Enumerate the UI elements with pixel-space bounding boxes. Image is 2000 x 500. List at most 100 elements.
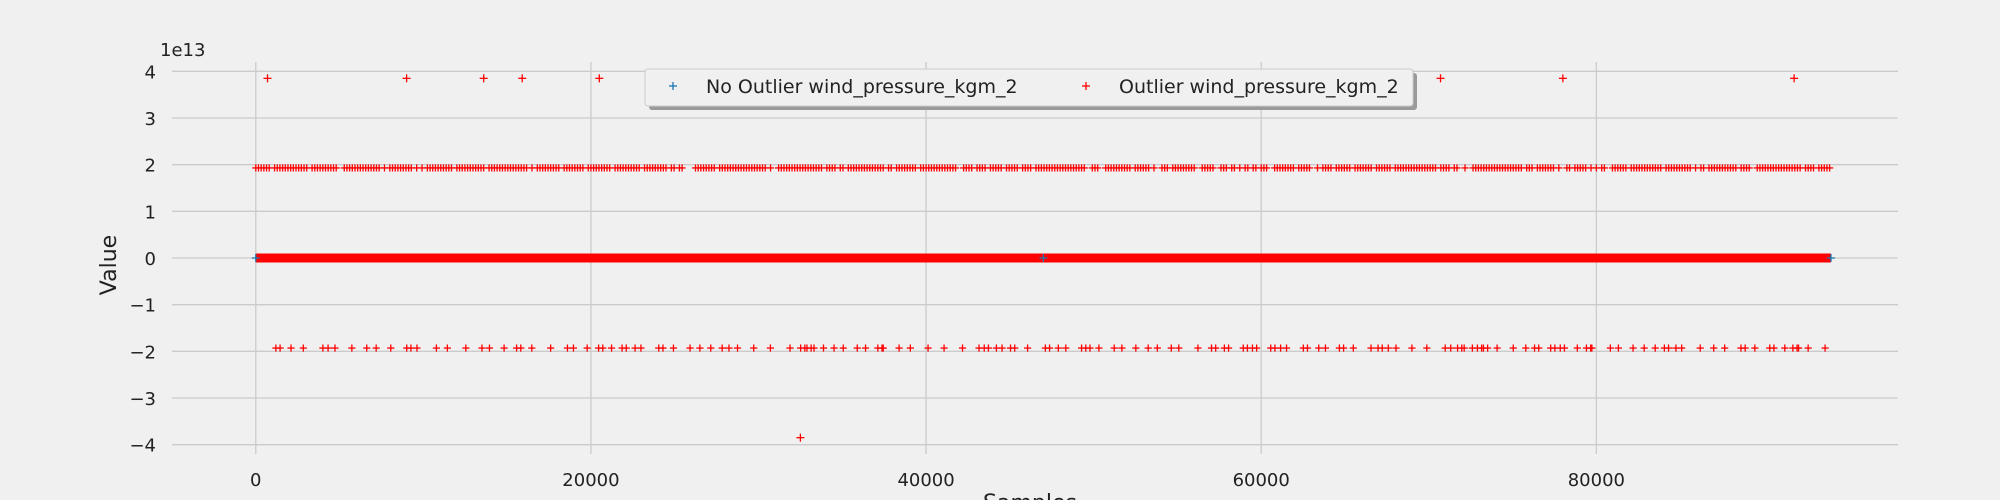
outlier-point bbox=[1721, 344, 1729, 352]
outlier-point bbox=[1710, 344, 1718, 352]
outlier-point bbox=[707, 344, 715, 352]
outlier-point bbox=[1011, 344, 1019, 352]
y-tick-label: 4 bbox=[145, 62, 156, 83]
legend-label-outlier: Outlier wind_pressure_kgm_2 bbox=[1119, 76, 1399, 98]
outlier-point bbox=[1821, 344, 1829, 352]
y-tick-label: −3 bbox=[129, 389, 156, 410]
outlier-point bbox=[998, 344, 1006, 352]
no-outlier-point bbox=[1039, 254, 1048, 262]
y-tick-label: 2 bbox=[145, 156, 156, 177]
outlier-point bbox=[1167, 344, 1175, 352]
outlier-point bbox=[1062, 344, 1070, 352]
outlier-point bbox=[607, 344, 616, 352]
outlier-point bbox=[1436, 74, 1445, 83]
outlier-point bbox=[637, 344, 645, 352]
outlier-point bbox=[348, 344, 356, 352]
outlier-point bbox=[402, 74, 411, 83]
outlier-point bbox=[1484, 344, 1492, 352]
outlier-point bbox=[528, 344, 536, 352]
outlier-point bbox=[1522, 344, 1530, 352]
outlier-point bbox=[1453, 164, 1461, 172]
outlier-point bbox=[819, 344, 828, 352]
outlier-point bbox=[1080, 164, 1088, 172]
outlier-point bbox=[786, 344, 794, 352]
outlier-point bbox=[1751, 344, 1759, 352]
outlier-point bbox=[1095, 344, 1103, 352]
outlier-point bbox=[1606, 344, 1614, 352]
x-tick-label: 0 bbox=[250, 470, 261, 491]
y-tick-label: 0 bbox=[145, 249, 156, 270]
outlier-point bbox=[1153, 344, 1161, 352]
outlier-point bbox=[686, 344, 694, 352]
outlier-point bbox=[443, 344, 451, 352]
x-tick-label: 20000 bbox=[562, 470, 619, 491]
legend-box bbox=[644, 68, 1414, 107]
outlier-point bbox=[924, 344, 932, 352]
outlier-point bbox=[1558, 74, 1567, 83]
y-tick-labels: −4 −3 −2 −1 0 1 2 3 4 bbox=[129, 62, 156, 456]
y-axis-label: Value bbox=[97, 235, 122, 295]
y-scale-label: 1e13 bbox=[160, 40, 205, 61]
outlier-point bbox=[725, 344, 733, 352]
y-tick-label: −2 bbox=[129, 342, 156, 363]
outlier-point bbox=[839, 344, 847, 352]
outlier-point bbox=[1349, 344, 1357, 352]
outlier-point bbox=[1461, 164, 1469, 172]
outlier-point bbox=[1190, 164, 1198, 172]
outlier-point bbox=[1794, 344, 1803, 352]
outlier-point bbox=[796, 433, 805, 442]
outlier-point bbox=[324, 344, 332, 352]
outlier-point bbox=[766, 344, 775, 352]
outlier-point bbox=[1194, 344, 1202, 352]
outlier-point bbox=[1770, 344, 1778, 352]
no-outlier-point bbox=[251, 254, 260, 262]
outlier-point bbox=[766, 164, 775, 172]
outlier-point bbox=[1509, 344, 1517, 352]
outlier-point bbox=[569, 344, 578, 352]
outlier-point bbox=[1253, 344, 1261, 352]
outlier-point bbox=[1745, 164, 1753, 172]
outlier-point bbox=[659, 344, 667, 352]
outlier-point bbox=[669, 344, 678, 352]
outlier-point bbox=[1212, 344, 1220, 352]
outlier-point bbox=[1408, 344, 1416, 352]
outlier-point bbox=[1150, 164, 1158, 172]
outlier-point bbox=[1493, 344, 1501, 352]
outlier-point bbox=[1262, 164, 1271, 172]
legend-marker-plus bbox=[669, 82, 677, 90]
outlier-point bbox=[1384, 344, 1392, 352]
y-tick-label: 3 bbox=[145, 109, 156, 130]
outlier-point bbox=[906, 344, 914, 352]
outlier-point bbox=[951, 164, 960, 172]
outlier-point bbox=[1573, 344, 1581, 352]
outlier-point bbox=[1045, 344, 1054, 352]
outlier-point bbox=[547, 344, 555, 352]
outlier-point bbox=[432, 344, 441, 352]
outlier-point bbox=[1629, 344, 1637, 352]
legend: No Outlier wind_pressure_kgm_2 Outlier w… bbox=[644, 68, 1417, 110]
outlier-point bbox=[1560, 344, 1569, 352]
outlier-point bbox=[1086, 344, 1094, 352]
outlier-point bbox=[407, 344, 415, 352]
no-outlier-point bbox=[1826, 254, 1835, 262]
outlier-point bbox=[1460, 344, 1468, 352]
outlier-point bbox=[1209, 164, 1217, 172]
outlier-point bbox=[583, 344, 591, 352]
outlier-point bbox=[1132, 344, 1140, 352]
outlier-row-upper bbox=[252, 164, 1834, 172]
x-tick-labels: 0 20000 40000 60000 80000 bbox=[250, 470, 1625, 491]
y-tick-label: −1 bbox=[129, 296, 156, 317]
x-tick-label: 60000 bbox=[1233, 470, 1290, 491]
outlier-point bbox=[332, 164, 340, 172]
outlier-point bbox=[287, 344, 295, 352]
outlier-point bbox=[861, 344, 870, 352]
outlier-point bbox=[387, 344, 395, 352]
outlier-point bbox=[1378, 344, 1386, 352]
outlier-point bbox=[1741, 344, 1749, 352]
outlier-point bbox=[678, 164, 686, 172]
outlier-point bbox=[363, 344, 371, 352]
outlier-point bbox=[1392, 344, 1400, 352]
outlier-point bbox=[478, 344, 486, 352]
outlier-point bbox=[718, 344, 726, 352]
legend-label-no-outlier: No Outlier wind_pressure_kgm_2 bbox=[706, 76, 1018, 98]
